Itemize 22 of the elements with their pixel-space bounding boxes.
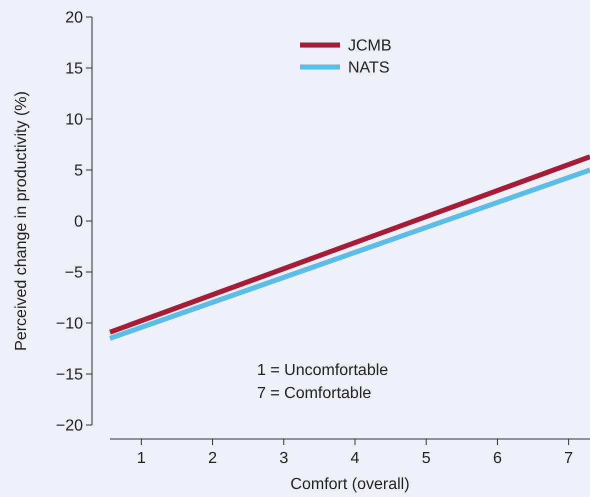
legend-label: JCMB [348,38,392,55]
x-tick-label: 6 [492,450,502,467]
y-tick-label: −15 [56,366,84,384]
legend-label: NATS [348,60,390,77]
y-tick-label: −20 [56,418,84,435]
x-tick-label: 5 [422,450,431,467]
x-tick-label: 7 [564,450,574,467]
annotation: 7 = Comfortable [257,385,372,402]
y-tick-label: 15 [65,60,84,78]
y-tick-label: −5 [64,264,84,282]
y-axis-title: Perceived change in productivity (%) [13,91,30,351]
y-tick-label: 0 [74,214,84,231]
y-tick-label: −10 [56,316,84,333]
y-tick-label: 5 [74,162,84,180]
x-axis-title: Comfort (overall) [290,476,410,493]
x-tick-label: 1 [136,450,146,467]
x-tick-label: 2 [208,450,218,467]
x-tick-label: 3 [279,450,288,467]
x-tick-label: 4 [350,450,360,467]
y-tick-label: 20 [65,10,84,27]
annotation: 1 = Uncomfortable [257,362,388,379]
y-tick-label: 10 [65,112,84,129]
